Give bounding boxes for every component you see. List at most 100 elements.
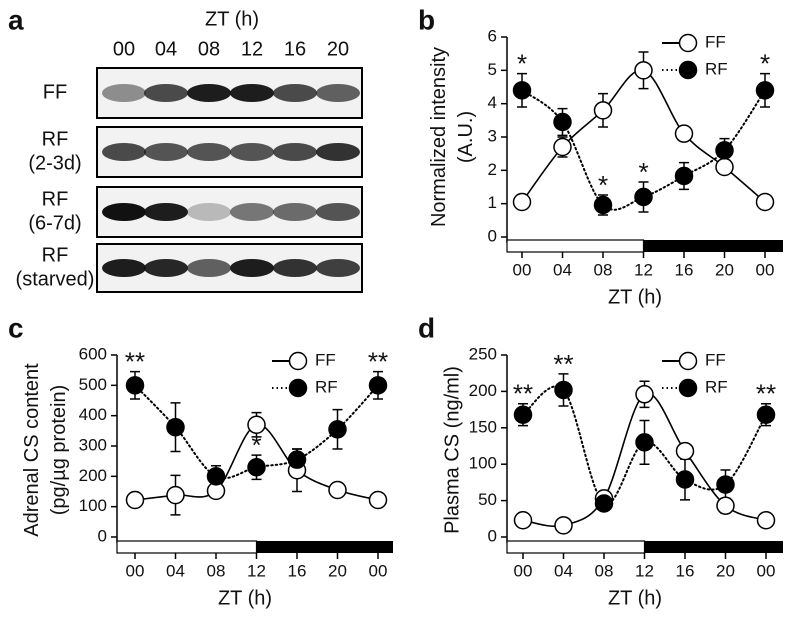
blot-band <box>187 143 231 161</box>
y-tick-label: 600 <box>79 344 107 363</box>
legend-marker <box>678 60 698 80</box>
x-tick-label: 12 <box>247 561 266 580</box>
data-point <box>675 441 695 461</box>
data-point <box>287 450 307 469</box>
lane-label: 04 <box>155 38 177 60</box>
data-point <box>125 376 145 395</box>
x-tick-label: 16 <box>675 260 694 279</box>
data-point <box>715 141 734 160</box>
x-tick-label: 00 <box>513 260 532 279</box>
significance: ** <box>368 347 388 377</box>
blot-band <box>102 203 146 221</box>
data-point <box>755 192 775 212</box>
blot-band <box>230 203 274 221</box>
y-tick-label: 0 <box>98 526 107 545</box>
significance: * <box>638 157 648 187</box>
data-point <box>368 490 388 510</box>
panel-label: d <box>418 312 435 343</box>
y-axis-label: Adrenal CS content <box>21 363 43 537</box>
significance: * <box>760 49 770 79</box>
x-tick-label: 12 <box>635 561 654 580</box>
significance: * <box>598 170 608 200</box>
row-label: FF <box>43 81 67 103</box>
blot-band <box>144 259 188 277</box>
significance: ** <box>513 379 533 409</box>
legend-label: FF <box>315 350 336 369</box>
data-point <box>328 420 347 439</box>
panel-label: a <box>8 4 24 35</box>
legend-label: FF <box>705 32 726 51</box>
blot-band <box>187 259 231 277</box>
row-label: RF <box>42 244 69 266</box>
data-point <box>716 475 735 494</box>
y-tick-label: 200 <box>79 466 107 485</box>
panel-label: c <box>8 312 24 343</box>
significance: ** <box>125 347 145 377</box>
x-axis-label: ZT (h) <box>608 587 662 609</box>
blot-band <box>230 84 274 102</box>
data-point <box>328 480 347 500</box>
legend-label: RF <box>705 377 728 396</box>
blot-band <box>273 84 317 102</box>
blot-band <box>102 143 146 161</box>
y-tick-label: 100 <box>469 454 497 473</box>
row-label: RF <box>42 188 69 210</box>
data-point <box>125 490 145 510</box>
y-tick-label: 0 <box>488 526 497 545</box>
y-axis-label: (pg/µg protein) <box>48 385 70 515</box>
y-tick-label: 1 <box>488 193 497 212</box>
data-point <box>513 511 533 530</box>
light-phase <box>506 239 645 253</box>
blot-band <box>144 84 188 102</box>
data-point <box>674 124 694 143</box>
x-tick-label: 16 <box>676 561 695 580</box>
dark-phase <box>643 240 783 252</box>
legend-marker <box>678 33 698 53</box>
y-tick-label: 6 <box>488 26 497 45</box>
y-tick-label: 0 <box>488 226 497 245</box>
data-point <box>715 157 734 177</box>
legend-label: RF <box>315 377 338 396</box>
data-point <box>166 417 185 437</box>
data-point <box>206 467 226 486</box>
data-point <box>593 195 613 215</box>
data-point <box>716 496 735 515</box>
legend-marker <box>288 351 308 371</box>
data-point <box>756 511 776 530</box>
x-tick-label: 20 <box>715 260 734 279</box>
x-tick-label: 08 <box>207 561 226 580</box>
data-point <box>368 376 388 395</box>
x-tick-label: 16 <box>288 561 307 580</box>
y-tick-label: 300 <box>79 435 107 454</box>
y-tick-label: 200 <box>469 381 497 400</box>
x-axis-label: ZT (h) <box>608 286 662 308</box>
data-point <box>553 112 572 132</box>
x-tick-label: 00 <box>369 561 388 580</box>
y-axis-label: Normalized intensity <box>428 47 450 227</box>
row-label: RF <box>42 128 69 150</box>
significance: * <box>251 430 261 460</box>
significance: ** <box>756 379 776 409</box>
data-point <box>634 61 653 80</box>
data-point <box>674 166 694 186</box>
y-tick-label: 250 <box>469 344 497 363</box>
x-tick-label: 04 <box>554 561 573 580</box>
blot-title: ZT (h) <box>205 8 259 30</box>
data-point <box>554 380 573 400</box>
lane-label: 20 <box>327 38 349 60</box>
data-point <box>594 494 614 513</box>
row-label: (6-7d) <box>28 212 81 234</box>
data-point <box>755 81 775 100</box>
y-tick-label: 5 <box>488 60 497 79</box>
blot-band <box>316 84 360 102</box>
y-tick-label: 500 <box>79 375 107 394</box>
legend-marker <box>678 351 698 371</box>
blot-band <box>316 143 360 161</box>
x-tick-label: 20 <box>716 561 735 580</box>
row-label: (starved) <box>16 268 95 290</box>
blot-band <box>187 203 231 221</box>
y-axis-label: (A.U.) <box>455 111 477 163</box>
blot-band <box>316 259 360 277</box>
